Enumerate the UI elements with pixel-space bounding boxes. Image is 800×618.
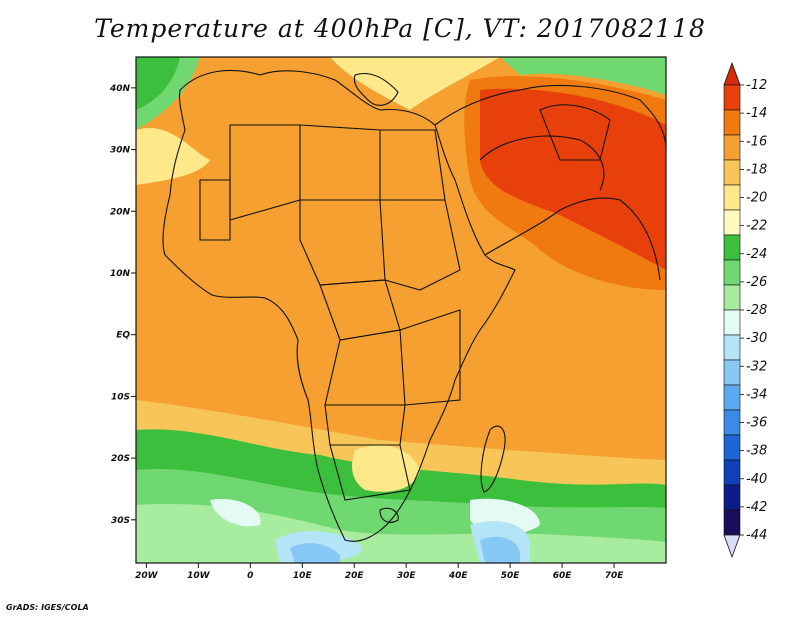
colorbar-swatch bbox=[723, 359, 741, 386]
colorbar-label: -30 bbox=[746, 331, 767, 346]
lat-tick-label: 10N bbox=[110, 269, 131, 279]
colorbar-top-arrow bbox=[723, 61, 741, 86]
colorbar-label: -20 bbox=[746, 191, 767, 206]
colorbar-label: -14 bbox=[746, 106, 767, 121]
grads-credit: GrADS: IGES/COLA bbox=[6, 603, 89, 612]
colorbar-swatch bbox=[723, 284, 741, 311]
colorbar-swatch bbox=[723, 209, 741, 236]
colorbar-label: -18 bbox=[746, 162, 767, 177]
lat-tick-label: 30N bbox=[110, 146, 131, 156]
lon-tick-label: 0 bbox=[247, 571, 253, 581]
lat-tick-label: EQ bbox=[116, 331, 130, 341]
colorbar-swatch bbox=[723, 309, 741, 336]
colorbar-swatch bbox=[723, 334, 741, 361]
colorbar-label: -36 bbox=[746, 416, 767, 431]
temperature-field bbox=[136, 57, 666, 563]
colorbar-label: -40 bbox=[746, 472, 767, 487]
latitude-tick-labels: 40N 30N 20N 10N EQ 10S 20S 30S bbox=[109, 84, 136, 526]
colorbar-label: -44 bbox=[746, 528, 767, 543]
colorbar-swatch bbox=[723, 384, 741, 411]
colorbar-bottom-arrow bbox=[723, 534, 741, 559]
colorbar-swatch bbox=[723, 234, 741, 261]
colorbar-swatch bbox=[723, 184, 741, 211]
lat-tick-label: 20S bbox=[111, 454, 130, 464]
colorbar-label: -34 bbox=[746, 387, 767, 402]
colorbar-swatch bbox=[723, 159, 741, 186]
lat-tick-label: 20N bbox=[110, 207, 131, 217]
colorbar-swatch bbox=[723, 109, 741, 136]
colorbar: -12 -14 -16 -18 -20 -22 -24 -26 -28 -30 -32 -34 -36 -… bbox=[723, 61, 767, 559]
colorbar-label: -38 bbox=[746, 444, 767, 459]
lon-tick-label: 70E bbox=[605, 571, 625, 581]
colorbar-label: -32 bbox=[746, 359, 767, 374]
colorbar-label: -26 bbox=[746, 275, 767, 290]
lon-tick-label: 10E bbox=[293, 571, 313, 581]
lon-tick-label: 20W bbox=[135, 571, 159, 581]
colorbar-swatch bbox=[723, 259, 741, 286]
colorbar-label: -42 bbox=[746, 500, 767, 515]
colorbar-swatch bbox=[723, 134, 741, 161]
plot-border bbox=[135, 56, 667, 564]
lat-tick-label: 30S bbox=[111, 516, 130, 526]
colorbar-swatch bbox=[723, 484, 741, 511]
colorbar-swatch bbox=[723, 459, 741, 486]
colorbar-swatch bbox=[723, 84, 741, 111]
longitude-tick-labels: 20W 10W 0 10E 20E 30E 40E 50E 60E 70E bbox=[135, 563, 624, 581]
map-title: Temperature at 400hPa [C], VT: 201708211… bbox=[94, 14, 706, 43]
lon-tick-label: 10W bbox=[187, 571, 211, 581]
colorbar-label: -12 bbox=[746, 78, 767, 93]
lon-tick-label: 40E bbox=[448, 571, 469, 581]
colorbar-swatch bbox=[723, 434, 741, 461]
colorbar-swatch bbox=[723, 409, 741, 436]
colorbar-swatch bbox=[723, 509, 741, 536]
lon-tick-label: 50E bbox=[501, 571, 521, 581]
lat-tick-label: 40N bbox=[109, 84, 131, 94]
colorbar-label: -16 bbox=[746, 134, 767, 149]
colorbar-label: -24 bbox=[746, 247, 767, 262]
lon-tick-label: 20E bbox=[345, 571, 365, 581]
lon-tick-label: 30E bbox=[397, 571, 417, 581]
colorbar-label: -22 bbox=[746, 219, 767, 234]
coastlines bbox=[162, 69, 666, 542]
lat-tick-label: 10S bbox=[111, 392, 130, 402]
colorbar-label: -28 bbox=[746, 303, 767, 318]
lon-tick-label: 60E bbox=[553, 571, 573, 581]
